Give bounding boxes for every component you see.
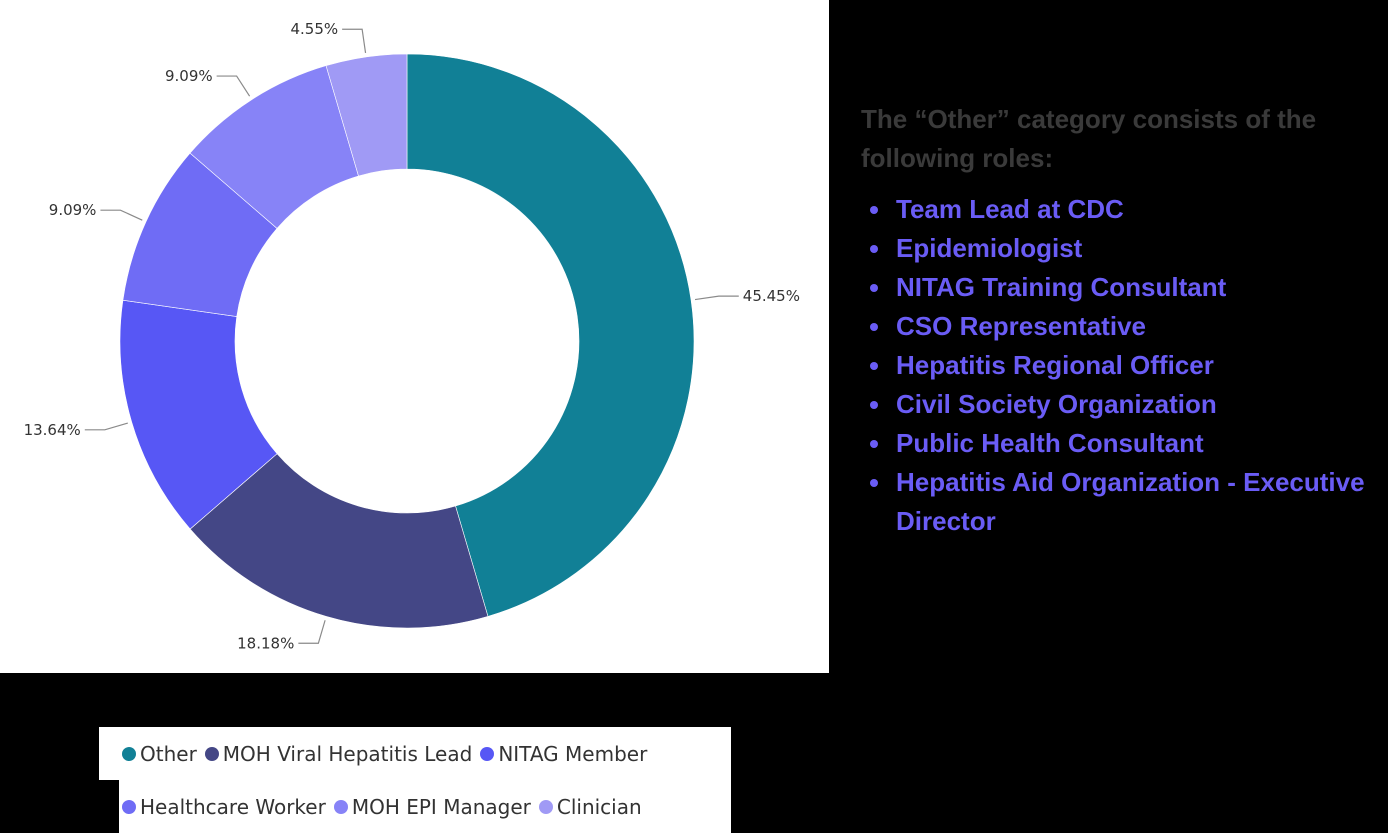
legend-item-moh-epi-manager[interactable]: MOH EPI Manager: [333, 794, 531, 819]
leader-line: [84, 422, 128, 431]
legend-row-2: Healthcare Worker MOH EPI Manager Clinic…: [119, 780, 731, 833]
role-item: Civil Society Organization: [861, 385, 1388, 424]
data-label-other: 45.45%: [743, 287, 800, 305]
role-item: Public Health Consultant: [861, 424, 1388, 463]
bullet-icon: [870, 440, 878, 448]
legend-item-healthcare-worker[interactable]: Healthcare Worker: [122, 795, 326, 819]
role-item: Hepatitis Regional Officer: [861, 346, 1388, 385]
legend-label: MOH Viral Hepatitis Lead: [222, 741, 473, 766]
donut-chart: 45.45% 18.18% 13.64% 9.09% 9.09% 4.55%: [24, 20, 800, 652]
role-item: NITAG Training Consultant: [861, 268, 1388, 307]
legend-item-other[interactable]: Other: [122, 742, 197, 766]
legend-row-1: Other MOH Viral Hepatitis Lead NITAG Mem…: [99, 727, 731, 780]
data-label-healthcare-worker: 9.09%: [49, 201, 97, 219]
data-label-moh-epi-manager: 9.09%: [165, 67, 213, 85]
legend-item-clinician[interactable]: Clinician: [538, 794, 642, 819]
legend-dot-icon: [333, 799, 348, 814]
legend-label: NITAG Member: [498, 741, 648, 766]
data-label-clinician: 4.55%: [290, 20, 338, 38]
note-heading: The “Other” category consists of the fol…: [861, 104, 1317, 173]
bullet-icon: [870, 401, 878, 409]
bullet-icon: [870, 323, 878, 331]
legend-item-nitag-member[interactable]: NITAG Member: [480, 742, 647, 766]
donut-slice-clinician[interactable]: [325, 53, 408, 177]
bullet-icon: [870, 362, 878, 370]
donut-slice-other[interactable]: [406, 53, 695, 617]
bullet-icon: [870, 245, 878, 253]
legend-label: Other: [140, 741, 197, 766]
legend-dot-icon: [204, 746, 219, 761]
donut-slice-moh-viral-hepatitis-lead[interactable]: [189, 453, 489, 629]
role-item: Team Lead at CDC: [861, 190, 1388, 229]
data-label-nitag-member: 13.64%: [24, 421, 81, 439]
legend-dot-icon: [480, 746, 495, 761]
leader-line: [216, 75, 251, 97]
legend-dot-icon: [122, 799, 136, 814]
legend-item-moh-viral-hepatitis-lead[interactable]: MOH Viral Hepatitis Lead: [204, 741, 473, 766]
legend-dot-icon: [538, 799, 553, 814]
leader-line: [342, 28, 367, 54]
bullet-icon: [870, 206, 878, 214]
leader-line: [298, 620, 326, 644]
bullet-icon: [870, 284, 878, 292]
data-label-moh-viral-hepatitis-lead: 18.18%: [237, 634, 294, 652]
legend-label: Healthcare Worker: [140, 794, 326, 819]
legend-label: MOH EPI Manager: [351, 794, 531, 819]
role-item: Epidemiologist: [861, 229, 1388, 268]
bullet-icon: [870, 479, 878, 487]
roles-list: Team Lead at CDC Epidemiologist NITAG Tr…: [861, 190, 1388, 541]
donut-chart-panel: 45.45% 18.18% 13.64% 9.09% 9.09% 4.55%: [0, 0, 829, 673]
role-item: CSO Representative: [861, 307, 1388, 346]
other-category-note: The “Other” category consists of the fol…: [861, 100, 1388, 541]
leader-line: [100, 209, 143, 221]
role-item: Hepatitis Aid Organization - Executive D…: [861, 463, 1388, 541]
legend-dot-icon: [122, 746, 136, 761]
leader-line: [694, 295, 739, 301]
legend-label: Clinician: [556, 794, 642, 819]
